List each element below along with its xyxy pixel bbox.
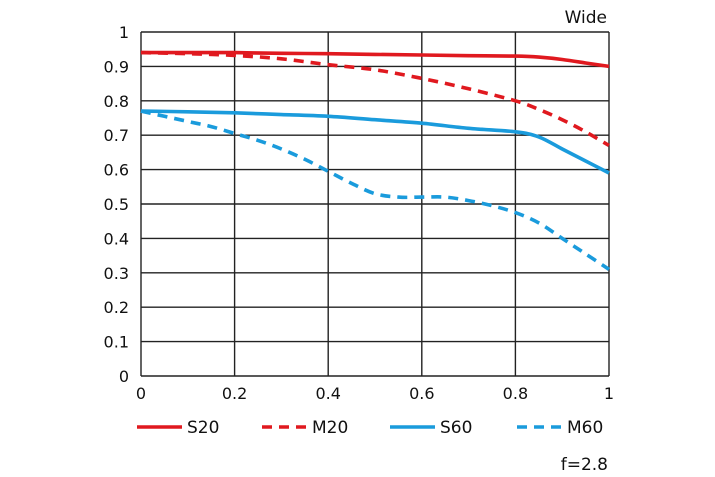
legend-label-m60: M60 — [567, 418, 603, 438]
y-tick-label: 0.5 — [104, 195, 129, 214]
x-tick-label: 0.2 — [222, 384, 247, 403]
y-tick-label: 0.2 — [104, 298, 129, 317]
y-tick-label: 1 — [119, 23, 129, 42]
chart-title: Wide — [565, 8, 607, 28]
series-line-s20 — [141, 50, 610, 69]
legend: S20 M20 S60 M60 — [137, 418, 603, 438]
series-line-m20 — [140, 50, 610, 148]
x-tick-label: 1 — [604, 384, 614, 403]
x-tick-label: 0.6 — [409, 384, 434, 403]
x-tick-label: 0.4 — [315, 384, 340, 403]
legend-label-s20: S20 — [187, 418, 219, 438]
series-layer — [140, 50, 610, 271]
y-tick-label: 0.9 — [104, 57, 129, 76]
y-tick-label: 0.4 — [104, 229, 129, 248]
x-tick-label: 0.8 — [503, 384, 528, 403]
y-tick-label: 0 — [119, 367, 129, 386]
legend-label-m20: M20 — [312, 418, 348, 438]
aperture-annotation: f=2.8 — [561, 455, 608, 475]
series-line-m60 — [140, 109, 610, 271]
y-tick-label: 0.1 — [104, 333, 129, 352]
grid-layer — [140, 31, 610, 377]
y-tick-label: 0.8 — [104, 92, 129, 111]
legend-label-s60: S60 — [440, 418, 472, 438]
y-tick-label: 0.3 — [104, 264, 129, 283]
axis-labels: 0 0.1 0.2 0.3 0.4 0.5 0.6 0.7 0.8 0.9 1 0 0.2 0.4 0.6 0… — [104, 23, 615, 403]
series-line-s60 — [140, 109, 610, 175]
y-tick-label: 0.7 — [104, 126, 129, 145]
x-tick-label: 0 — [136, 384, 146, 403]
y-tick-label: 0.6 — [104, 161, 129, 180]
